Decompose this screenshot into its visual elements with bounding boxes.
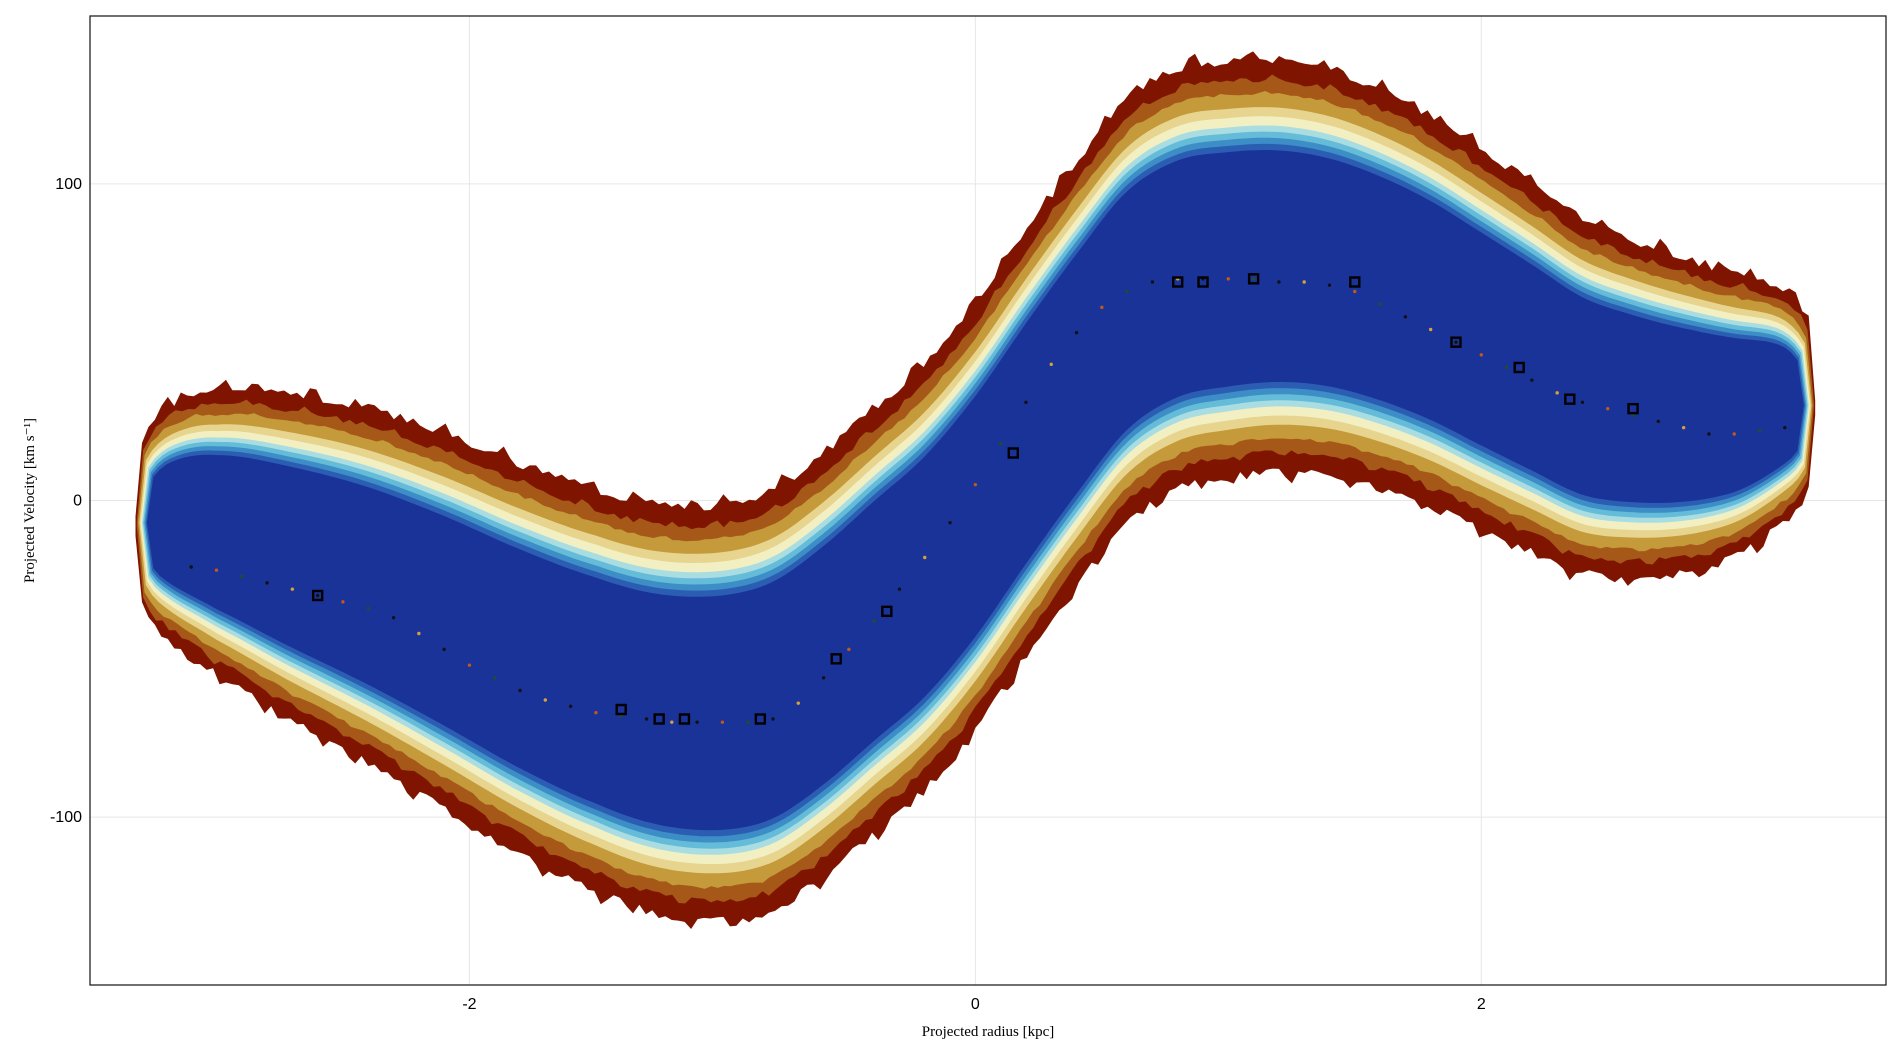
ridge-point bbox=[594, 710, 598, 715]
ridge-point bbox=[847, 647, 851, 652]
ridge-point bbox=[1049, 362, 1053, 367]
ridge-point bbox=[1783, 425, 1787, 430]
x-axis-label: Projected radius [kpc] bbox=[922, 1024, 1054, 1040]
highlight-point bbox=[754, 713, 767, 725]
ridge-point bbox=[1125, 289, 1129, 294]
y-axis-label: Projected Velocity [km s⁻¹] bbox=[22, 418, 38, 583]
ridge-point bbox=[442, 647, 446, 652]
ridge-point bbox=[1757, 429, 1762, 433]
highlight-point bbox=[1513, 361, 1525, 374]
highlight-point bbox=[1007, 447, 1019, 459]
ridge-point bbox=[1707, 432, 1711, 436]
ridge-point bbox=[1428, 327, 1433, 332]
ridge-point bbox=[1732, 432, 1736, 436]
ridge-point bbox=[973, 482, 978, 487]
ridge-point bbox=[1454, 340, 1458, 344]
ridge-point bbox=[771, 717, 775, 721]
ridge-point bbox=[1606, 406, 1610, 411]
ridge-point bbox=[341, 600, 345, 604]
highlight-point bbox=[1247, 273, 1260, 285]
tick-labels: -2 0 2 100 0 -100 bbox=[50, 176, 1486, 1013]
data-points bbox=[189, 273, 1787, 725]
ridge-point bbox=[1150, 280, 1155, 284]
highlight-point bbox=[1627, 402, 1639, 415]
highlight-point bbox=[1349, 276, 1361, 288]
ridge-point bbox=[1403, 315, 1408, 319]
x-tick-label: 0 bbox=[971, 996, 980, 1013]
ridge-point bbox=[1327, 283, 1332, 287]
ridge-point bbox=[1530, 378, 1534, 382]
ridge-point bbox=[1580, 400, 1585, 405]
x-tick-label: 2 bbox=[1477, 996, 1486, 1013]
highlight-point bbox=[830, 653, 842, 665]
ridge-point bbox=[1226, 277, 1231, 281]
highlight-point bbox=[1172, 276, 1184, 288]
ridge-point bbox=[923, 555, 927, 560]
ridge-point bbox=[1479, 353, 1483, 357]
highlight-point bbox=[1450, 336, 1462, 348]
ridge-point bbox=[745, 720, 750, 724]
highlight-point bbox=[311, 589, 324, 602]
highlight-point bbox=[1197, 276, 1209, 288]
ridge-point bbox=[1656, 419, 1661, 424]
ridge-point bbox=[290, 587, 295, 591]
y-tick-label: -100 bbox=[50, 809, 82, 826]
ridge-point bbox=[189, 565, 193, 569]
ridge-point bbox=[493, 676, 497, 680]
highlight-point bbox=[1564, 393, 1576, 405]
ridge-point bbox=[1378, 302, 1382, 306]
ridge-point bbox=[543, 698, 548, 702]
contour-band-level-10 bbox=[146, 150, 1804, 831]
ridge-point bbox=[467, 663, 472, 667]
ridge-point bbox=[568, 704, 573, 709]
x-tick-label: -2 bbox=[462, 996, 476, 1013]
ridge-point bbox=[518, 688, 522, 693]
ridge-point bbox=[1277, 280, 1281, 284]
ridge-point bbox=[821, 676, 826, 680]
ridge-point bbox=[265, 581, 269, 585]
ridge-point bbox=[1504, 365, 1509, 370]
ridge-point bbox=[644, 717, 649, 721]
highlight-point bbox=[678, 713, 691, 725]
ridge-point bbox=[1302, 280, 1306, 284]
ridge-point bbox=[1024, 400, 1028, 405]
ridge-point bbox=[998, 441, 1003, 446]
ridge-point bbox=[796, 701, 800, 705]
contour-bands bbox=[135, 51, 1816, 929]
ridge-point bbox=[214, 568, 219, 572]
highlight-point bbox=[653, 713, 665, 725]
ridge-point bbox=[417, 631, 421, 636]
highlight-point bbox=[881, 605, 893, 618]
ridge-point bbox=[720, 720, 725, 724]
ridge-point bbox=[670, 720, 674, 724]
ridge-point bbox=[366, 606, 370, 610]
ridge-point bbox=[240, 574, 244, 579]
ridge-point bbox=[1100, 305, 1104, 310]
ridge-point bbox=[897, 587, 902, 591]
ridge-point bbox=[1251, 277, 1256, 281]
ridge-point bbox=[948, 520, 952, 525]
ridge-point bbox=[1353, 289, 1357, 294]
ridge-point bbox=[391, 615, 396, 620]
y-tick-label: 100 bbox=[55, 176, 82, 193]
ridge-point bbox=[872, 619, 876, 623]
ridge-point bbox=[695, 720, 699, 724]
ridge-point bbox=[315, 593, 320, 598]
highlight-point bbox=[615, 703, 627, 716]
ridge-point bbox=[1555, 391, 1559, 395]
ridge-point bbox=[1681, 425, 1686, 430]
ridge-point bbox=[1074, 330, 1079, 335]
plot-frame bbox=[89, 15, 1887, 986]
y-tick-label: 0 bbox=[73, 493, 82, 510]
